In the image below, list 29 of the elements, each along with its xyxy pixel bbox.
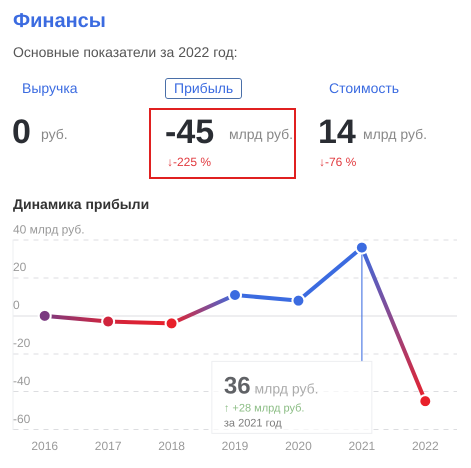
x-tick-label: 2019 [222, 439, 249, 454]
text: Прибыль [165, 78, 242, 99]
x-tick-label: 2020 [285, 439, 312, 454]
y-tick-label: 40 млрд руб. [13, 222, 85, 236]
y-tick-label: 20 [13, 260, 27, 274]
annotation: 36 млрд руб. [224, 372, 319, 400]
text: ↓-225 % [167, 155, 212, 170]
x-tick-label: 2017 [94, 439, 122, 454]
annotation: за 2021 год [224, 417, 282, 430]
annotation: ↑ +28 млрд руб. [224, 402, 304, 414]
y-tick-label: -60 [13, 412, 31, 426]
x-tick-label: 2016 [31, 439, 58, 454]
x-tick-label: 2018 [158, 439, 186, 454]
chart-title: Динамика прибыли [12, 195, 150, 214]
y-tick-label: -20 [13, 336, 31, 350]
text: ↓-76 % [319, 155, 356, 170]
text: Стоимость [329, 80, 400, 97]
text: млрд руб. [363, 126, 428, 143]
y-tick-label: -40 [13, 374, 31, 388]
x-tick-label: 2021 [348, 439, 376, 454]
y-tick-label: 0 [13, 298, 20, 312]
text: -45 [165, 112, 214, 153]
text: Основные показатели за 2022 год: [13, 44, 238, 60]
text: млрд руб. [229, 126, 294, 143]
x-tick-label: 2022 [412, 439, 439, 454]
text: Финансы [13, 10, 106, 33]
text: руб. [41, 126, 68, 143]
text: Выручка [22, 80, 78, 97]
text: 14 [318, 112, 356, 153]
